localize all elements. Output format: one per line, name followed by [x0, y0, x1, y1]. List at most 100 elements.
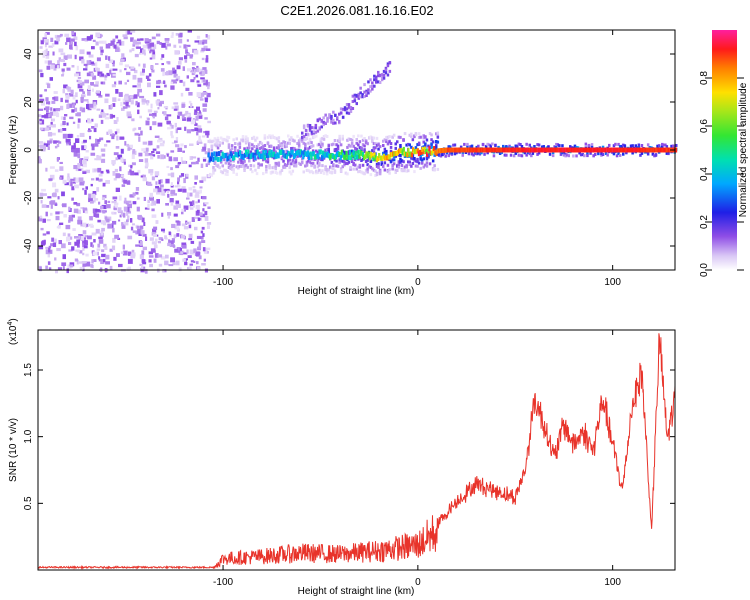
spectrogram-halo-cell: [385, 152, 388, 156]
spectrogram-noise-cell: [120, 58, 125, 62]
spectrogram-halo-cell: [360, 134, 363, 138]
snr-plot-area: [38, 330, 675, 570]
spectrogram-halo-cell: [249, 150, 253, 154]
spectrogram-noise-cell: [105, 63, 110, 69]
spectrogram-noise-cell: [113, 256, 117, 261]
spectrogram-noise-cell: [181, 114, 185, 119]
spectrogram-noise-cell: [81, 159, 87, 165]
spectrogram-branch-cell: [369, 85, 372, 89]
spectrogram-halo-cell: [470, 144, 474, 148]
spectrogram-noise-cell: [147, 117, 150, 120]
spectrogram-halo-cell: [573, 144, 577, 148]
spectrogram-noise-cell: [206, 133, 209, 138]
spectrogram-halo-cell: [291, 146, 295, 150]
spectrogram-branch-cell: [373, 84, 376, 88]
spectrogram-noise-cell: [45, 54, 50, 59]
spectrogram-noise-cell: [147, 183, 153, 186]
spectrogram-noise-cell: [126, 143, 130, 147]
spectrogram-noise-cell: [154, 171, 160, 176]
spectrogram-signal-cell: [296, 150, 299, 156]
colorbar-tick-label: 0.6: [699, 119, 710, 133]
spectrogram-noise-cell: [115, 157, 119, 161]
spectrogram-noise-cell: [58, 48, 64, 53]
spectrogram-noise-cell: [174, 105, 179, 111]
spectrogram-noise-cell: [135, 43, 139, 49]
spectrogram-noise-cell: [169, 243, 175, 247]
spectrogram-noise-cell: [61, 191, 65, 197]
snr-multiplier-close: ): [8, 318, 19, 321]
spectrogram-noise-cell: [94, 198, 99, 201]
spectrogram-halo-cell: [410, 134, 413, 138]
spectrogram-branch-cell: [345, 103, 349, 106]
spectrogram-noise-cell: [144, 158, 149, 163]
spectrogram-halo-cell: [244, 137, 248, 141]
spectrogram-signal-cell: [269, 152, 272, 158]
spectrogram-halo-cell: [558, 144, 561, 148]
spectrogram-halo-cell: [449, 145, 452, 149]
spectrogram-noise-cell: [109, 68, 115, 72]
spectrogram-signal-cell: [235, 152, 238, 158]
spectrogram-noise-cell: [148, 140, 153, 146]
spectrogram-noise-cell: [141, 98, 146, 103]
spectrogram-noise-cell: [79, 181, 85, 186]
spectrogram-noise-cell: [176, 233, 180, 237]
spectrogram-halo-cell: [369, 135, 373, 139]
spectrogram-noise-cell: [82, 163, 87, 168]
spectrogram-noise-cell: [39, 46, 43, 49]
spectrogram-halo-cell: [307, 159, 310, 163]
spectrogram-branch-cell: [386, 64, 390, 68]
spectrogram-noise-cell: [106, 72, 110, 77]
spectrogram-noise-cell: [149, 192, 153, 198]
spectrogram-halo-cell: [410, 132, 413, 136]
spectrogram-halo-cell: [322, 171, 326, 175]
spectrogram-halo-cell: [324, 148, 327, 152]
spectrogram-noise-cell: [164, 235, 167, 240]
spectrogram-halo-cell: [569, 145, 572, 149]
spectrogram-noise-cell: [136, 102, 140, 108]
spectrogram-halo-cell: [315, 149, 318, 153]
spectrogram-halo-cell: [399, 160, 402, 164]
spectrogram-halo-cell: [207, 162, 210, 166]
spectrogram-halo-cell: [215, 138, 218, 142]
spectrogram-noise-cell: [189, 249, 195, 255]
spectrogram-noise-cell: [152, 228, 157, 234]
spectrogram-halo-cell: [293, 161, 296, 165]
spectrogram-noise-cell: [66, 86, 70, 90]
spectrogram-halo-cell: [441, 152, 444, 156]
spectrogram-noise-cell: [42, 193, 47, 196]
spectrogram-noise-cell: [92, 259, 97, 262]
spectrogram-noise-cell: [73, 208, 79, 214]
spectrogram-noise-cell: [125, 105, 131, 108]
spectrogram-noise-cell: [200, 68, 204, 72]
spectrogram-halo-cell: [612, 144, 616, 148]
spectrogram-signal-cell: [212, 157, 215, 162]
spectrogram-halo-cell: [218, 166, 221, 170]
spectrogram-noise-cell: [88, 54, 94, 58]
spectrogram-halo-cell: [425, 164, 429, 168]
spectrogram-halo-cell: [274, 136, 277, 140]
spectrogram-noise-cell: [79, 88, 84, 92]
spectrogram-noise-cell: [171, 141, 177, 144]
spectrogram-noise-cell: [108, 56, 111, 61]
spectrogram-halo-cell: [361, 138, 365, 142]
spectrogram-signal-cell: [423, 146, 426, 152]
spectrogram-noise-cell: [92, 191, 97, 196]
spectrogram-noise-cell: [100, 148, 106, 152]
spectrogram-noise-cell: [82, 242, 86, 248]
spectrogram-noise-cell: [46, 101, 51, 105]
spectrogram-x-label: Height of straight line (km): [298, 286, 415, 297]
spectrogram-halo-cell: [336, 144, 340, 148]
spectrogram-signal-cell: [279, 150, 283, 156]
spectrogram-halo-cell: [246, 139, 249, 143]
spectrogram-noise-cell: [107, 223, 113, 229]
spectrogram-noise-cell: [52, 97, 56, 100]
spectrogram-noise-cell: [183, 252, 188, 255]
spectrogram-signal-cell: [415, 149, 418, 155]
spectrogram-noise-cell: [140, 230, 145, 235]
spectrogram-halo-cell: [338, 160, 341, 164]
spectrogram-branch-cell: [328, 113, 331, 117]
spectrogram-halo-cell: [397, 160, 401, 164]
spectrogram-noise-cell: [111, 200, 116, 204]
spectrogram-halo-cell: [372, 150, 376, 154]
spectrogram-halo-cell: [315, 134, 318, 138]
